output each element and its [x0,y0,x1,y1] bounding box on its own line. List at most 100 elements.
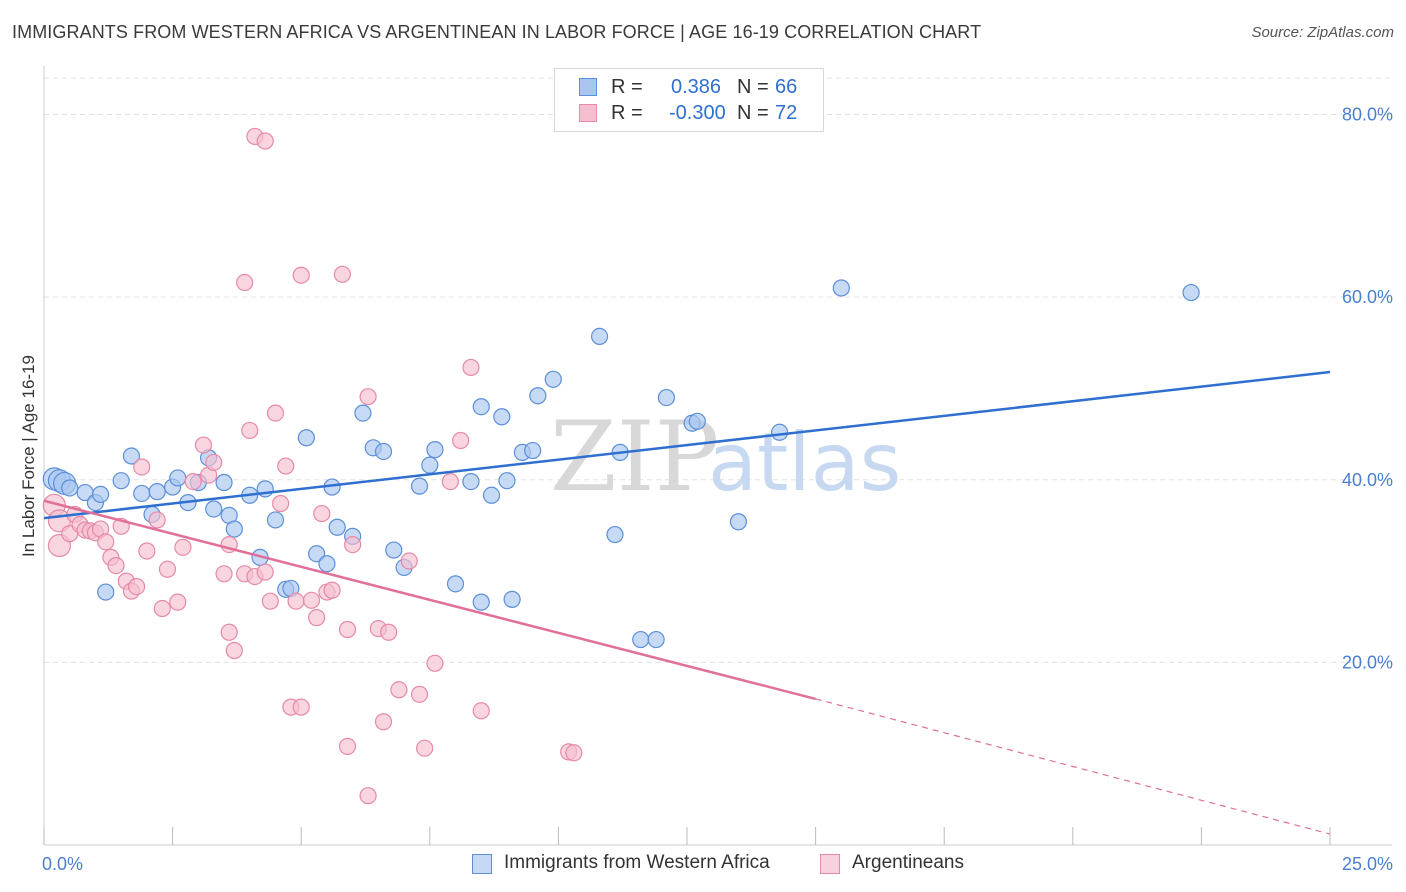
point-argentinean [194,436,213,454]
point-western-africa [524,441,542,460]
x-tick-label: 25.0% [1342,854,1393,874]
point-argentinean [241,421,259,440]
point-argentinean [272,494,290,513]
legend-n-label: N = [737,102,769,124]
point-argentinean [452,431,470,450]
point-western-africa [832,279,850,297]
point-western-africa [482,486,501,504]
point-western-africa [97,583,115,601]
point-argentinean [302,591,321,609]
legend-r-label: R = [611,102,643,124]
point-argentinean [148,511,166,529]
point-argentinean [97,533,115,551]
point-argentinean [215,565,233,583]
point-western-africa [148,483,166,501]
point-argentinean [410,685,429,703]
point-argentinean [333,265,351,283]
point-western-africa [266,511,285,529]
legend-swatch-pink [579,104,597,122]
tick-labels: 20.0% 40.0% 60.0% 80.0% 0.0% 25.0% [42,105,1393,874]
point-argentinean [323,581,341,599]
point-western-africa [493,408,511,426]
point-western-africa [529,387,547,405]
point-western-africa [632,630,650,649]
y-tick-label: 60.0% [1342,287,1393,307]
point-western-africa [112,472,130,490]
point-argentinean [205,453,223,472]
point-argentinean [344,535,362,554]
point-western-africa [297,429,315,447]
legend-n-value: 66 [775,76,798,98]
trend-line-argentinean-extension [815,698,1331,835]
point-argentinean [313,504,331,523]
point-argentinean [107,556,125,575]
point-western-africa [590,327,609,346]
point-argentinean [133,458,151,476]
point-argentinean [400,552,418,570]
point-western-africa [472,398,490,416]
point-western-africa [61,479,79,497]
point-argentinean [138,542,156,560]
point-western-africa [215,473,233,492]
point-argentinean [374,713,393,731]
chart-title: IMMIGRANTS FROM WESTERN AFRICA VS ARGENT… [12,22,982,42]
point-argentinean [416,739,434,757]
point-western-africa [472,593,490,611]
point-argentinean [256,563,274,581]
trend-line-western-africa [43,370,1331,520]
point-argentinean [184,472,202,491]
point-western-africa [374,442,393,461]
legend-r-value: 0.386 [671,76,722,98]
point-argentinean [261,592,279,610]
point-argentinean [225,641,243,660]
point-argentinean [153,599,171,618]
point-argentinean [308,609,326,627]
source-label: Source: ZipAtlas.com [1251,24,1394,41]
correlation-legend: R = 0.386 N = 66 R = -0.300 N = 72 [554,68,824,132]
trend-line-argentinean [43,499,816,701]
point-argentinean [292,266,310,284]
point-western-africa [462,472,480,491]
point-western-africa [385,541,403,559]
legend-n-value: 72 [775,102,798,124]
point-western-africa [354,404,372,422]
point-western-africa [318,555,336,573]
point-argentinean [338,737,357,755]
point-western-africa [410,477,429,495]
legend-r-label: R = [611,76,643,98]
watermark-atlas: atlas [708,416,901,509]
point-western-africa [91,485,110,503]
point-western-africa [421,456,439,474]
point-western-africa [446,575,465,593]
point-argentinean [441,472,459,491]
point-argentinean [359,388,377,406]
point-western-africa [503,590,521,608]
y-tick-label: 80.0% [1342,105,1393,125]
point-argentinean [266,404,285,422]
point-argentinean [127,577,146,596]
point-argentinean [236,273,254,292]
point-western-africa [205,500,223,518]
point-argentinean [338,620,357,639]
watermark: ZIP atlas [550,401,901,513]
trend-lines [43,370,1331,835]
x-tick-label: 0.0% [42,854,83,874]
bottom-legend-label: Argentineans [852,852,964,873]
legend-swatch-blue [579,78,597,96]
point-western-africa [657,388,676,407]
point-western-africa [308,545,326,563]
point-western-africa [225,520,243,538]
point-argentinean [158,560,177,578]
axes [43,66,1392,846]
point-western-africa [1182,283,1200,302]
point-western-africa [498,472,516,490]
point-argentinean [277,457,295,475]
y-tick-label: 40.0% [1342,470,1393,490]
point-western-africa [122,447,141,465]
point-western-africa [426,441,444,459]
bottom-legend-swatch-blue [472,854,492,874]
point-western-africa [544,370,562,388]
point-argentinean [169,593,187,611]
point-argentinean [359,787,377,805]
